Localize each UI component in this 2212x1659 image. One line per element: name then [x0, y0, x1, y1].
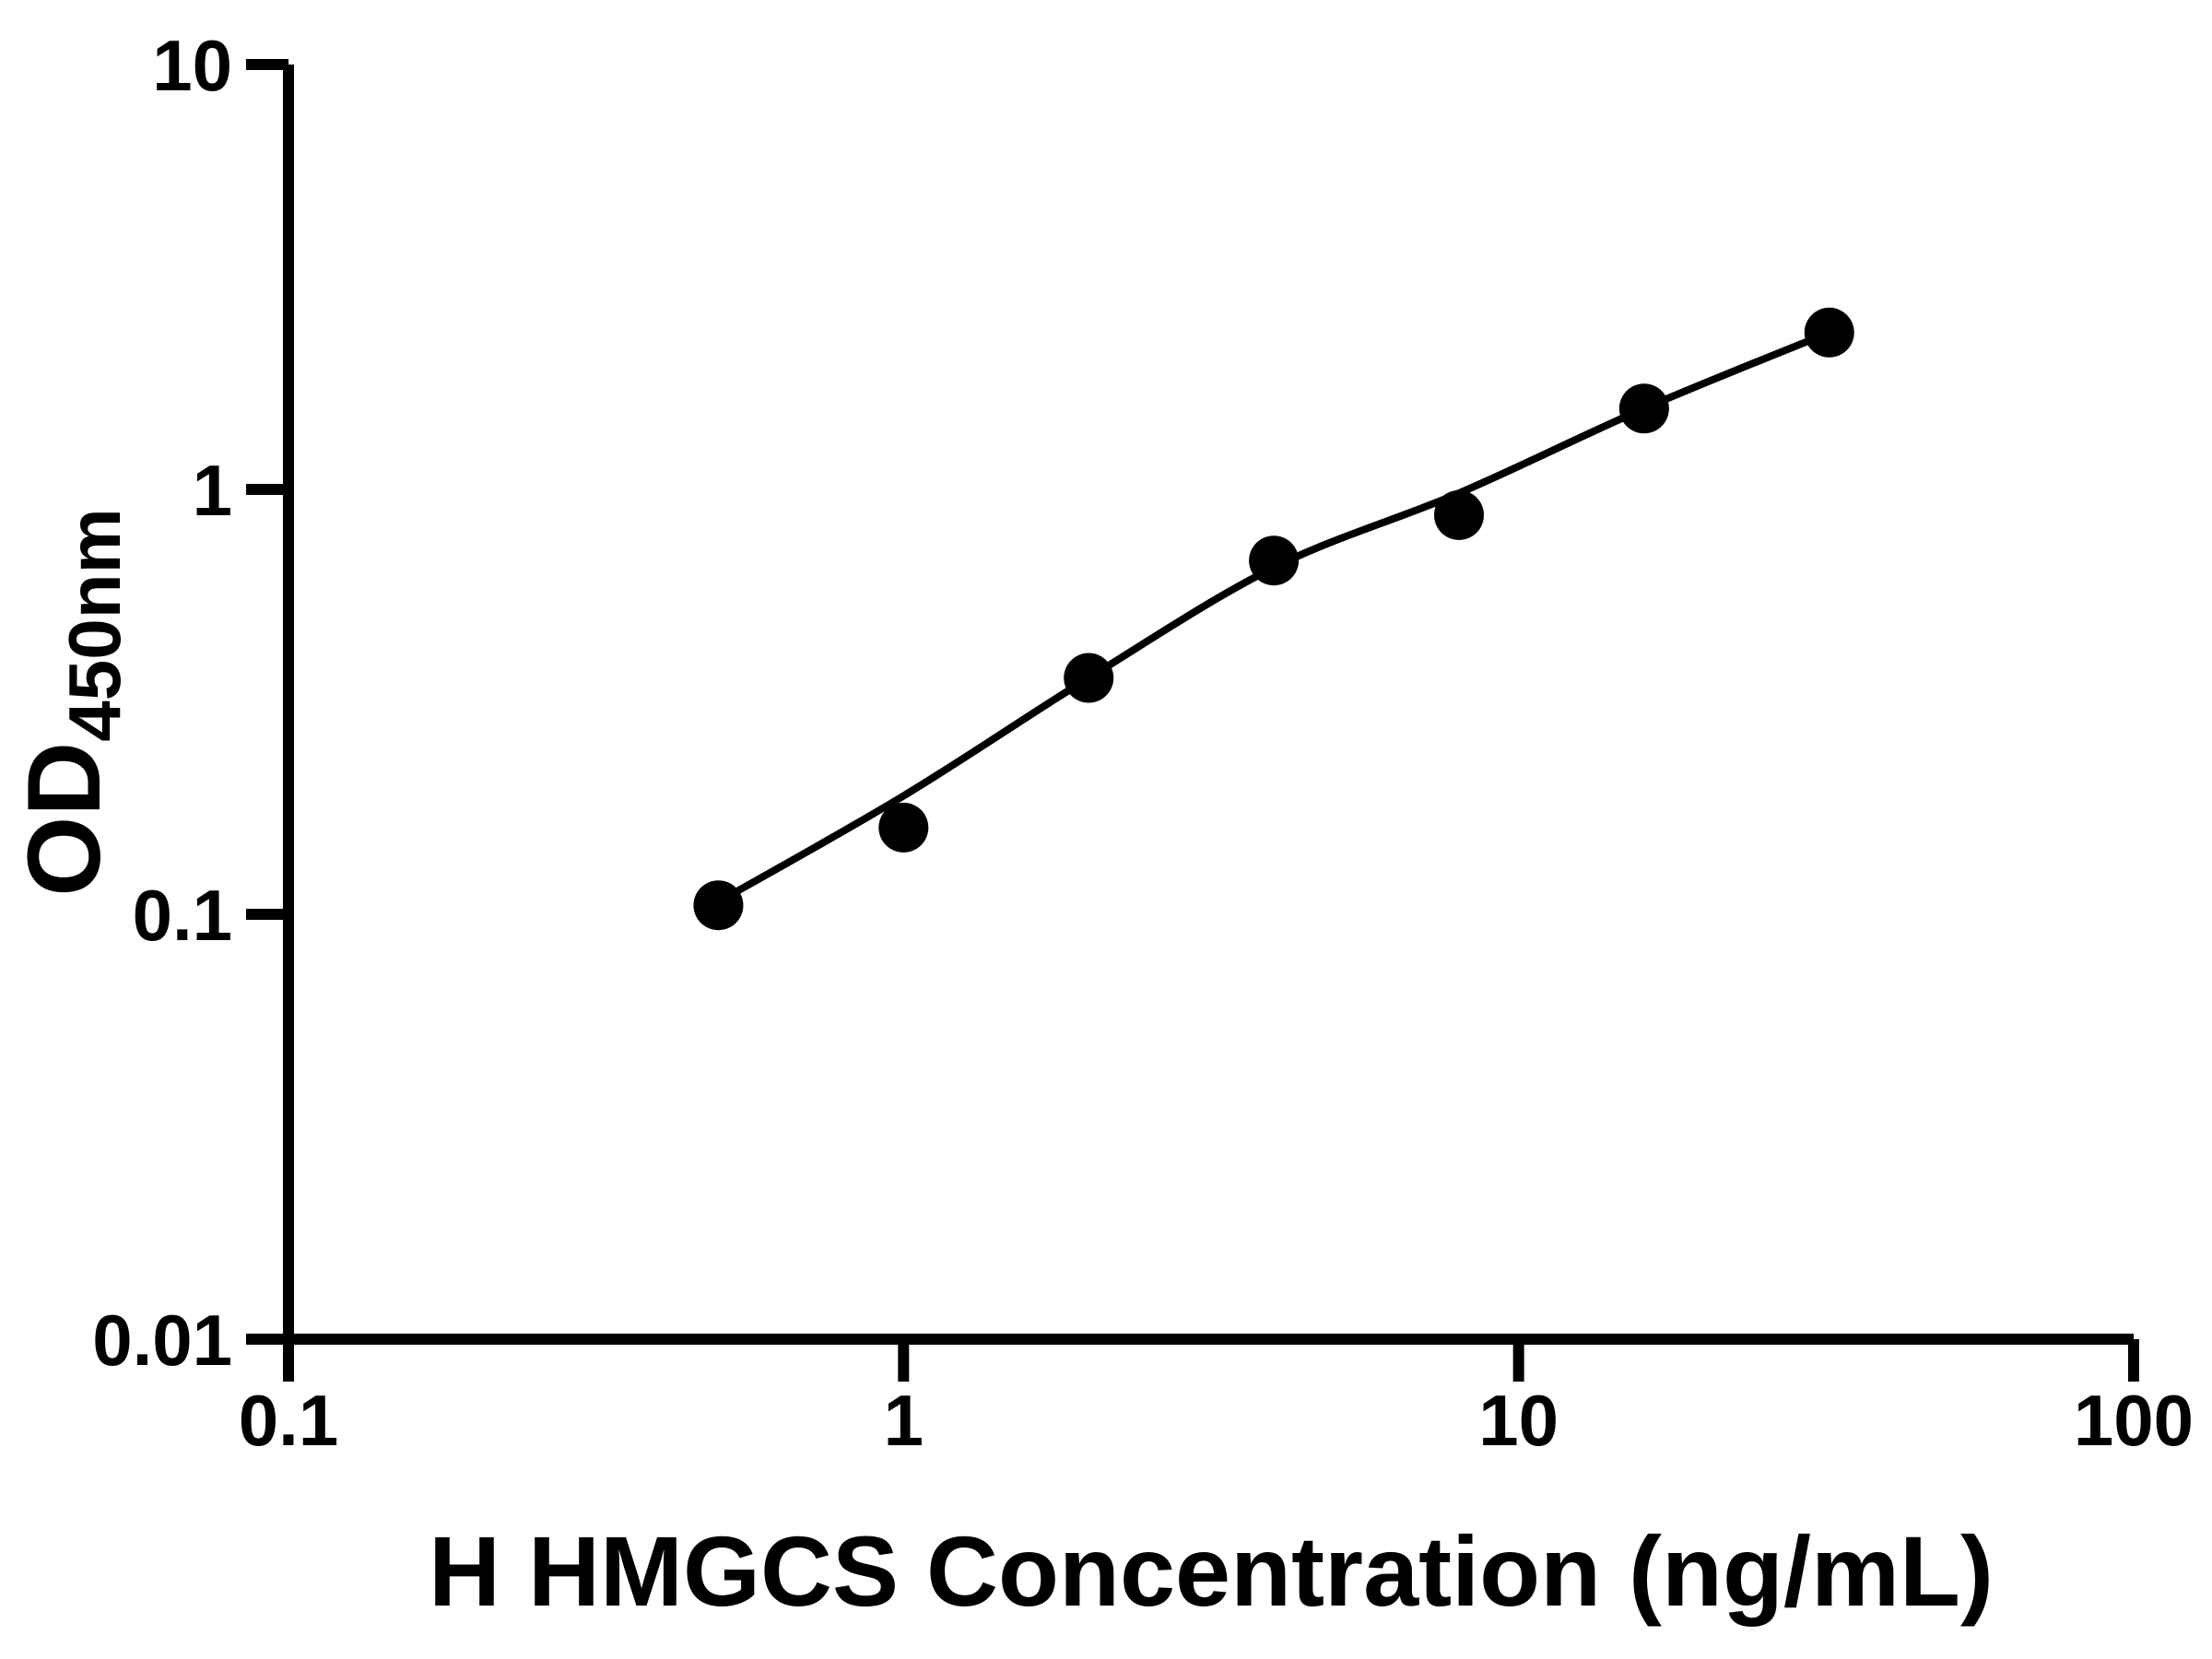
y-tick-label: 0.01 — [92, 1300, 232, 1381]
y-tick-label: 1 — [193, 450, 232, 531]
y-tick-label: 10 — [152, 25, 232, 106]
data-point — [878, 802, 929, 853]
data-point — [1249, 535, 1300, 586]
y-tick-label: 0.1 — [133, 875, 232, 956]
x-axis-ticks — [283, 1339, 2139, 1382]
data-point — [1433, 489, 1484, 540]
x-tick-label: 0.1 — [239, 1380, 338, 1461]
y-axis-title-subscript: 450nm — [53, 508, 135, 741]
y-axis-tick-labels: 10 1 0.1 0.01 — [92, 25, 232, 1381]
y-axis-title-main: OD — [6, 742, 122, 897]
data-point — [1618, 383, 1669, 434]
data-point — [1804, 307, 1854, 358]
x-axis-tick-labels: 0.1 1 10 100 — [239, 1380, 2194, 1461]
x-tick-label: 1 — [884, 1380, 924, 1461]
x-axis-title: H HMGCS Concentration (ng/mL) — [429, 1515, 1994, 1627]
data-points — [693, 307, 1854, 931]
data-point — [1064, 653, 1114, 703]
x-tick-label: 10 — [1478, 1380, 1559, 1461]
x-tick-label: 100 — [2074, 1380, 2194, 1461]
y-axis-ticks — [246, 59, 288, 1345]
y-axis-title: OD450nm — [6, 508, 135, 896]
data-point — [693, 880, 744, 931]
